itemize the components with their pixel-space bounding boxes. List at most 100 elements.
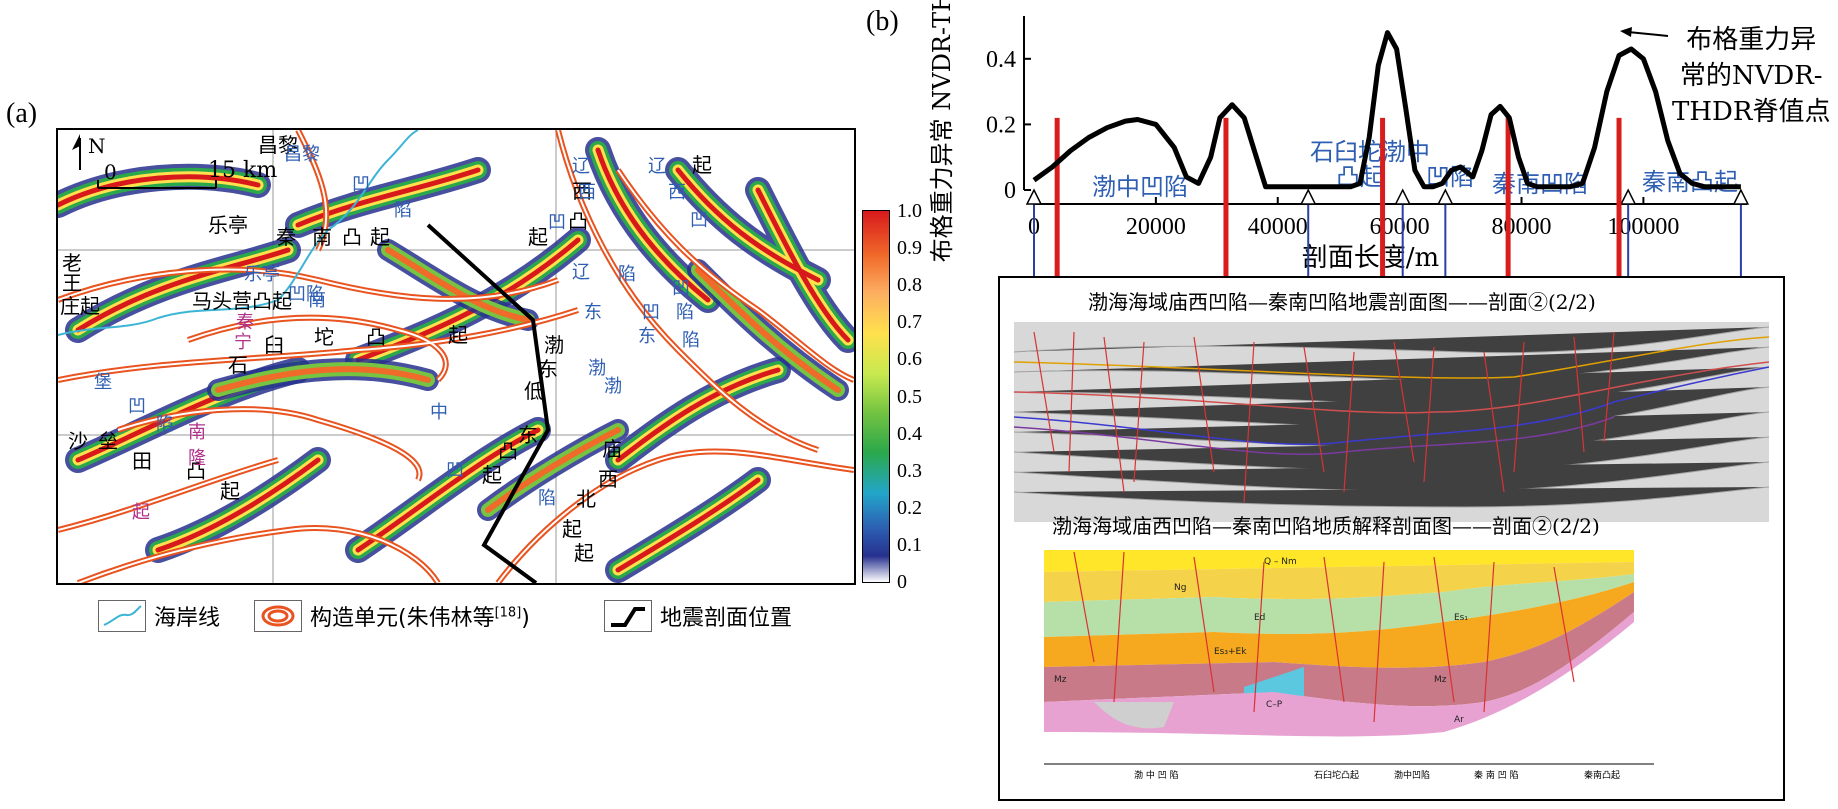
x-tick-label: 80000	[1492, 214, 1552, 240]
map-label: 马头营凸起	[192, 289, 292, 313]
geologic-unit-labels: Q – Nm Ng Ed Es₁ Es₃+Ek Mz C–P Ar Mz	[1054, 557, 1468, 725]
bar-bozhong-2: 渤中凹陷	[1394, 769, 1430, 781]
map-labels: 昌黎乐亭秦南凸起老王庄起 马头营凸起石臼坨凸起沙 垒田 凸起起西凸起渤东低凸起庙西北起…	[60, 133, 712, 565]
map-label: 东	[538, 357, 558, 381]
geologic-section: Q – Nm Ng Ed Es₁ Es₃+Ek Mz C–P Ar Mz 渤 中…	[1044, 550, 1654, 781]
boundary-triangle	[1437, 188, 1454, 205]
map-label: 起	[220, 479, 240, 503]
map-label: 起	[132, 502, 150, 523]
y-axis-label: 布格重力异常 NVDR-THDR	[928, 0, 956, 262]
map-label: 东	[584, 302, 602, 323]
y-tick-label: 0	[1004, 178, 1016, 204]
map-label: 南	[312, 225, 332, 249]
colorbar-tick-label: 0	[897, 571, 907, 593]
boundary-triangle	[1619, 188, 1637, 205]
anomaly-bands	[58, 137, 854, 583]
x-axis-label: 剖面长度/m	[1302, 243, 1439, 273]
unit-mz: Mz	[1054, 675, 1067, 685]
unit-ng: Ng	[1174, 583, 1186, 593]
unit-ed: Ed	[1254, 613, 1265, 623]
map-label: 渤	[588, 358, 606, 379]
seismic-profile-line	[426, 223, 551, 583]
colorbar	[862, 210, 890, 583]
map-label: 西	[572, 179, 592, 203]
map-label: 起	[562, 517, 582, 541]
map-label: 南	[308, 290, 326, 311]
x-tick-label: 60000	[1370, 214, 1430, 240]
unit-es3-ek: Es₃+Ek	[1214, 647, 1247, 657]
colorbar-tick-label: 0.5	[897, 385, 922, 408]
map-label: 陷	[618, 264, 636, 285]
boundary-triangle	[1025, 188, 1043, 205]
map-label: 西	[598, 467, 618, 491]
map-label: 秦	[236, 312, 254, 333]
map-label: 庙	[602, 437, 622, 461]
map-label: 渤	[604, 376, 622, 397]
seismic-section-title: 渤海海域庙西凹陷—秦南凹陷地震剖面图——剖面②(2/2)	[1088, 290, 1596, 314]
x-tick-label: 40000	[1248, 214, 1308, 240]
coastline-legend-label: 海岸线	[154, 606, 221, 631]
bottom-bar-labels: 渤 中 凹 陷 石臼坨凸起 渤中凹陷 秦 南 凹 陷 秦南凸起	[1134, 769, 1620, 781]
colorbar-tick-label: 0.6	[897, 348, 922, 371]
map-label: 宁	[234, 332, 252, 353]
map-label: 辽	[572, 262, 590, 283]
map-label: 堡	[94, 372, 112, 393]
y-tick-label: 0.2	[986, 112, 1016, 138]
map-label: 凹	[128, 396, 146, 417]
scale-label: 15 km	[208, 158, 278, 183]
scale-zero-label: 0	[104, 160, 117, 184]
map-label: 凹	[352, 174, 370, 195]
map-label: 东	[638, 326, 656, 347]
colorbar-tick-label: 0.8	[897, 274, 922, 297]
map-label: 秦	[276, 225, 296, 249]
ridge-annotation: 布格重力异 常的NVDR- THDR脊值点	[1672, 22, 1830, 130]
unit-es1: Es₁	[1454, 613, 1468, 623]
legend: 海岸线 构造单元(朱伟林等[18]) 地震剖面位置	[98, 598, 838, 638]
bar-qinnan: 秦 南 凹 陷	[1474, 769, 1519, 781]
map-label: 西	[578, 182, 596, 203]
map-label: 陷	[676, 302, 694, 323]
seismic-faults	[1033, 331, 1615, 503]
structure-legend-text: 构造单元(朱伟林等	[310, 606, 495, 631]
colorbar-tick-label: 0.3	[897, 459, 922, 482]
x-tick-label: 20000	[1126, 214, 1186, 240]
map-label: 陷	[682, 330, 700, 351]
geologic-section-title: 渤海海域庙西凹陷—秦南凹陷地质解释剖面图——剖面②(2/2)	[1052, 514, 1600, 538]
map-label: 老	[62, 251, 82, 275]
map-label: 辽	[648, 156, 666, 177]
unit-mz-2: Mz	[1434, 675, 1447, 685]
map-label: 庄起	[60, 294, 100, 318]
map-label: 凹	[690, 210, 708, 231]
map-label: 凹	[446, 460, 464, 481]
map-label: 凹陷	[288, 284, 324, 305]
annotation-line-2: 常的NVDR-	[1679, 61, 1823, 91]
seismic-reflectors	[1014, 326, 1769, 508]
map-label: 辽	[572, 156, 590, 177]
map-label: 沙	[68, 429, 88, 453]
map-label: 起	[482, 463, 502, 487]
map-label: 凸	[568, 209, 588, 233]
map-label: 王	[62, 271, 82, 295]
map-label: 田	[132, 449, 152, 473]
map-label: 垒	[98, 429, 118, 453]
map-label: 凸	[498, 439, 518, 463]
map-label: 石	[228, 353, 248, 377]
map-label: 凸	[186, 459, 206, 483]
map-label: 坨	[314, 325, 334, 349]
map-label: 陷	[538, 488, 556, 509]
map-label: 东	[518, 423, 538, 447]
map-label: 北	[576, 487, 596, 511]
gravity-curve	[1032, 30, 1741, 190]
map-label: 南	[188, 422, 206, 443]
map-label: 陷	[394, 200, 412, 221]
map-label: 陷	[156, 414, 174, 435]
structure-legend-label: 构造单元(朱伟林等[18])	[310, 600, 530, 632]
y-tick-label: 0.4	[986, 47, 1016, 73]
map-label: 西	[668, 182, 686, 203]
map-label: 渤	[544, 333, 564, 357]
boundary-triangle	[1732, 188, 1750, 205]
seismic-legend-label: 地震剖面位置	[660, 606, 793, 631]
colorbar-tick-label: 0.9	[897, 237, 922, 260]
panel-a-label: (a)	[6, 98, 38, 129]
